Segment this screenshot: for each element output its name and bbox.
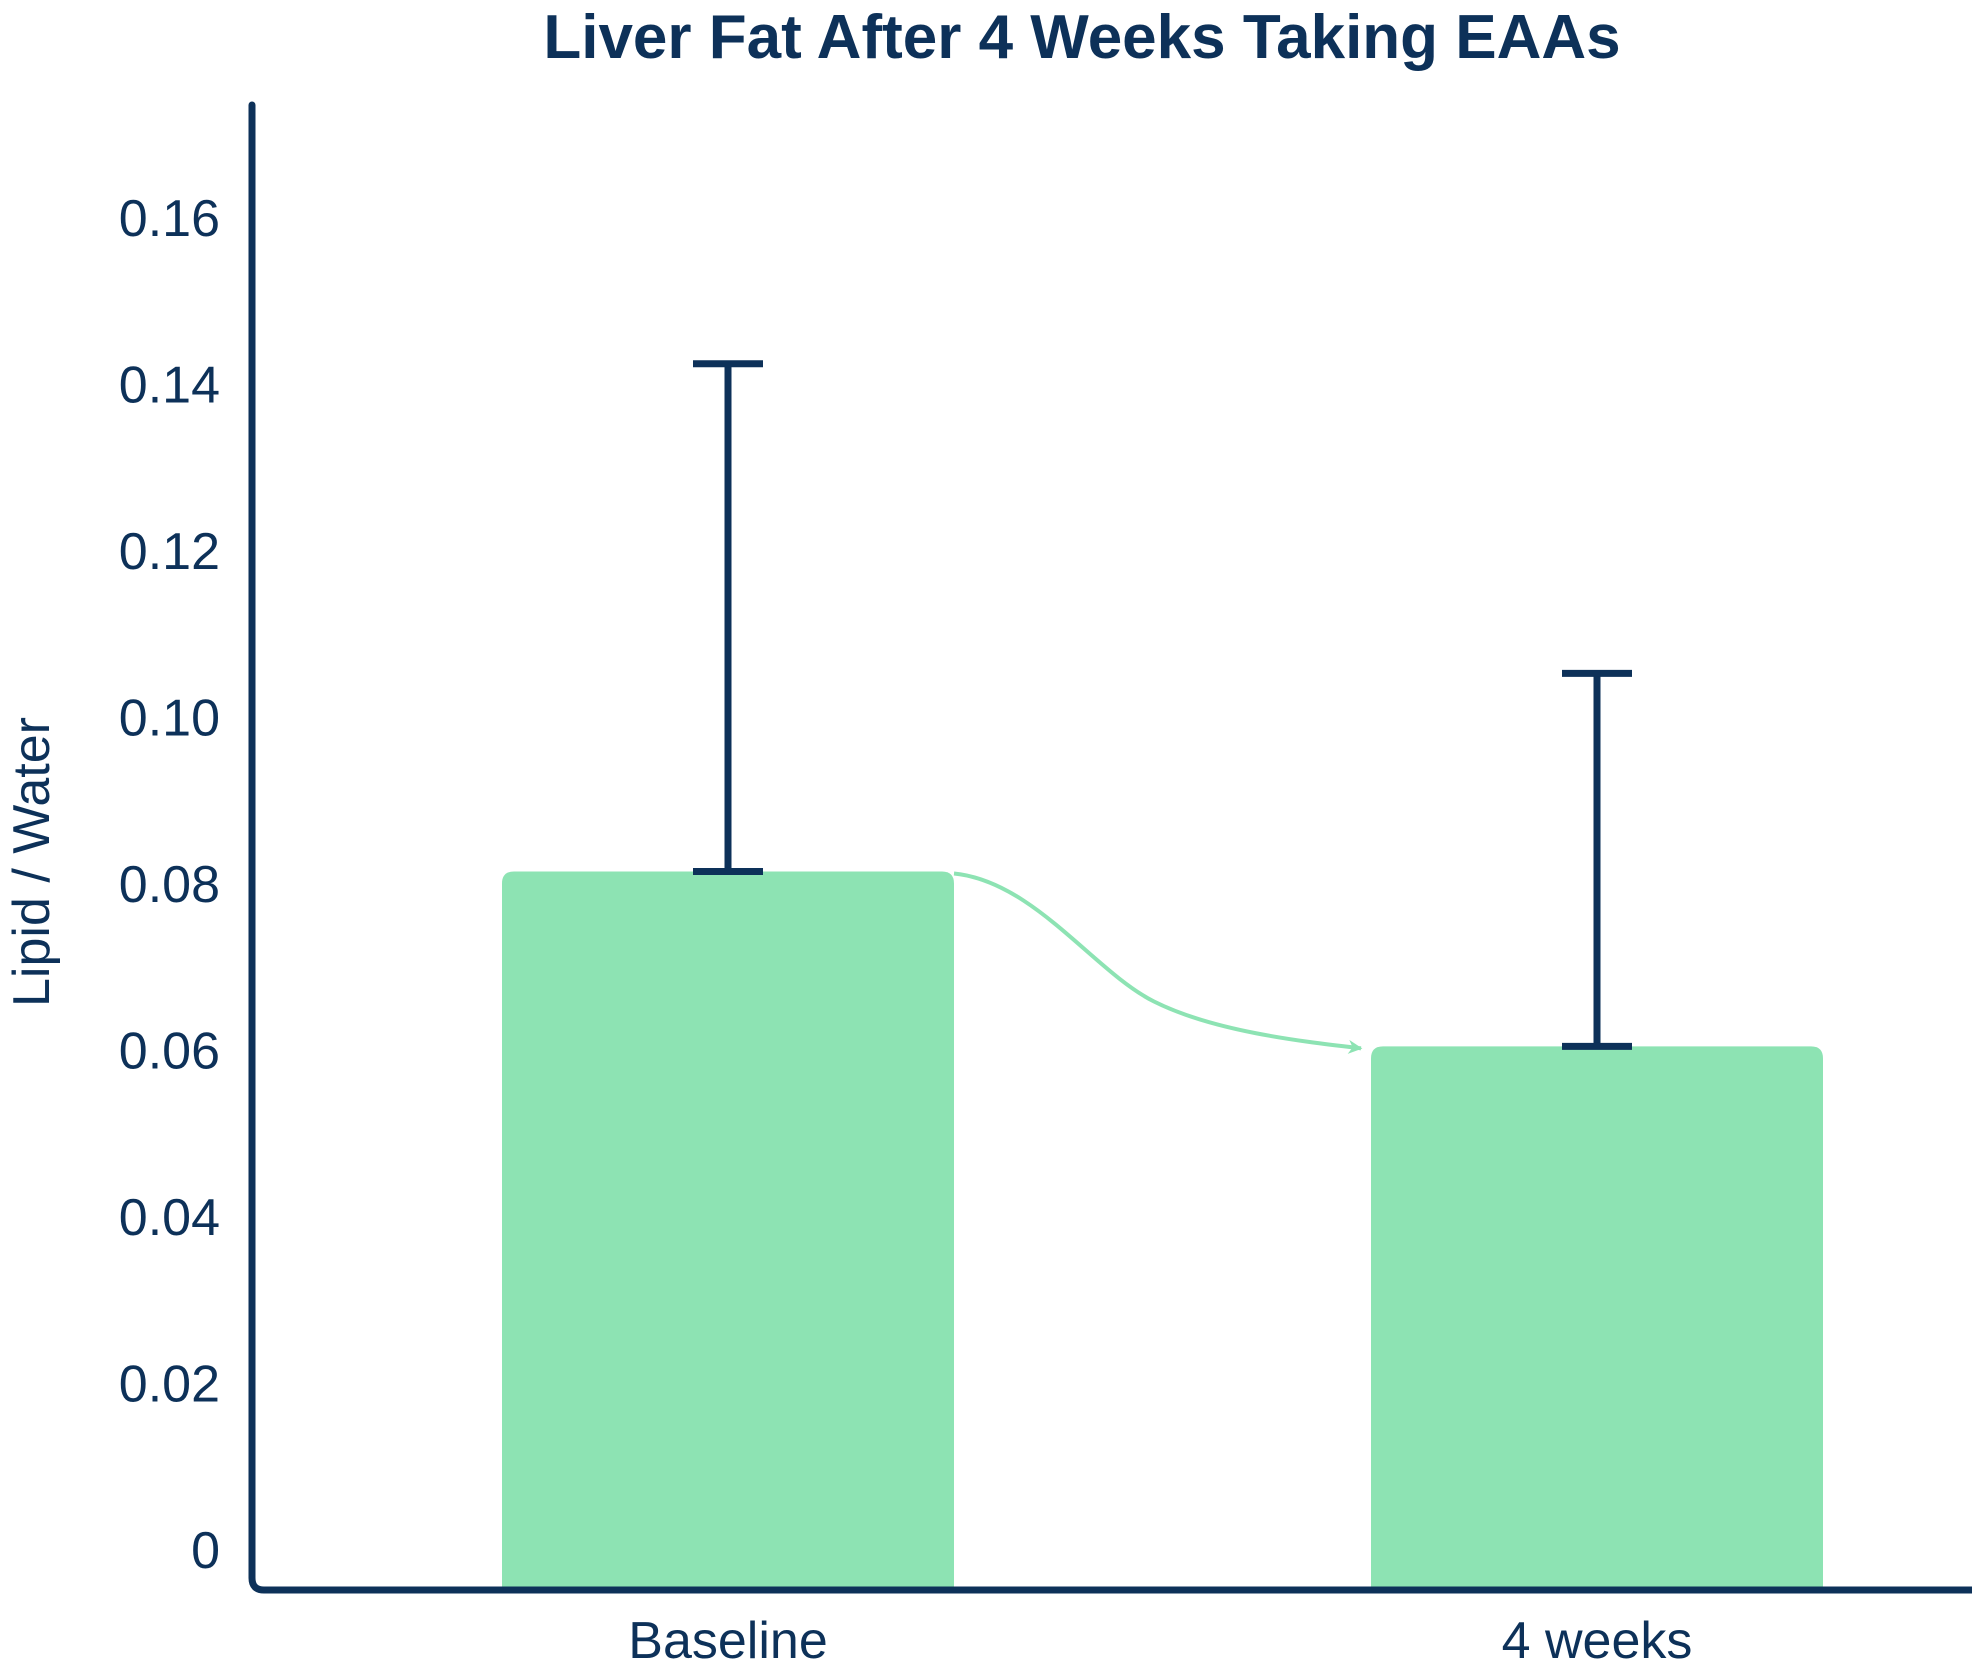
bar — [1371, 1046, 1823, 1590]
y-tick-label: 0.14 — [119, 357, 220, 415]
y-tick-label: 0.08 — [119, 856, 220, 914]
error-bar — [1562, 669, 1632, 1050]
y-tick-labels: 0 0.02 0.04 0.06 0.08 0.10 0.12 0.14 0.16 — [119, 190, 220, 1580]
bar — [502, 871, 954, 1590]
chart-title: Liver Fat After 4 Weeks Taking EAAs — [543, 3, 1620, 72]
y-tick-label: 0.02 — [119, 1356, 220, 1414]
axis-lines — [248, 101, 1972, 1594]
x-tick-labels: Baseline 4 weeks — [628, 1612, 1692, 1670]
error-bar — [693, 360, 763, 876]
y-tick-label: 0.04 — [119, 1189, 220, 1247]
bars — [502, 871, 1823, 1590]
y-tick-label: 0.10 — [119, 690, 220, 748]
y-axis-label: Lipid / Water — [3, 717, 61, 1007]
x-tick-label: 4 weeks — [1502, 1612, 1693, 1670]
x-tick-label: Baseline — [628, 1612, 827, 1670]
y-tick-label: 0.16 — [119, 190, 220, 248]
error-bars — [693, 360, 1632, 1050]
y-tick-label: 0 — [191, 1522, 220, 1580]
y-tick-label: 0.12 — [119, 523, 220, 581]
y-tick-label: 0.06 — [119, 1023, 220, 1081]
change-arrow — [953, 871, 1363, 1054]
